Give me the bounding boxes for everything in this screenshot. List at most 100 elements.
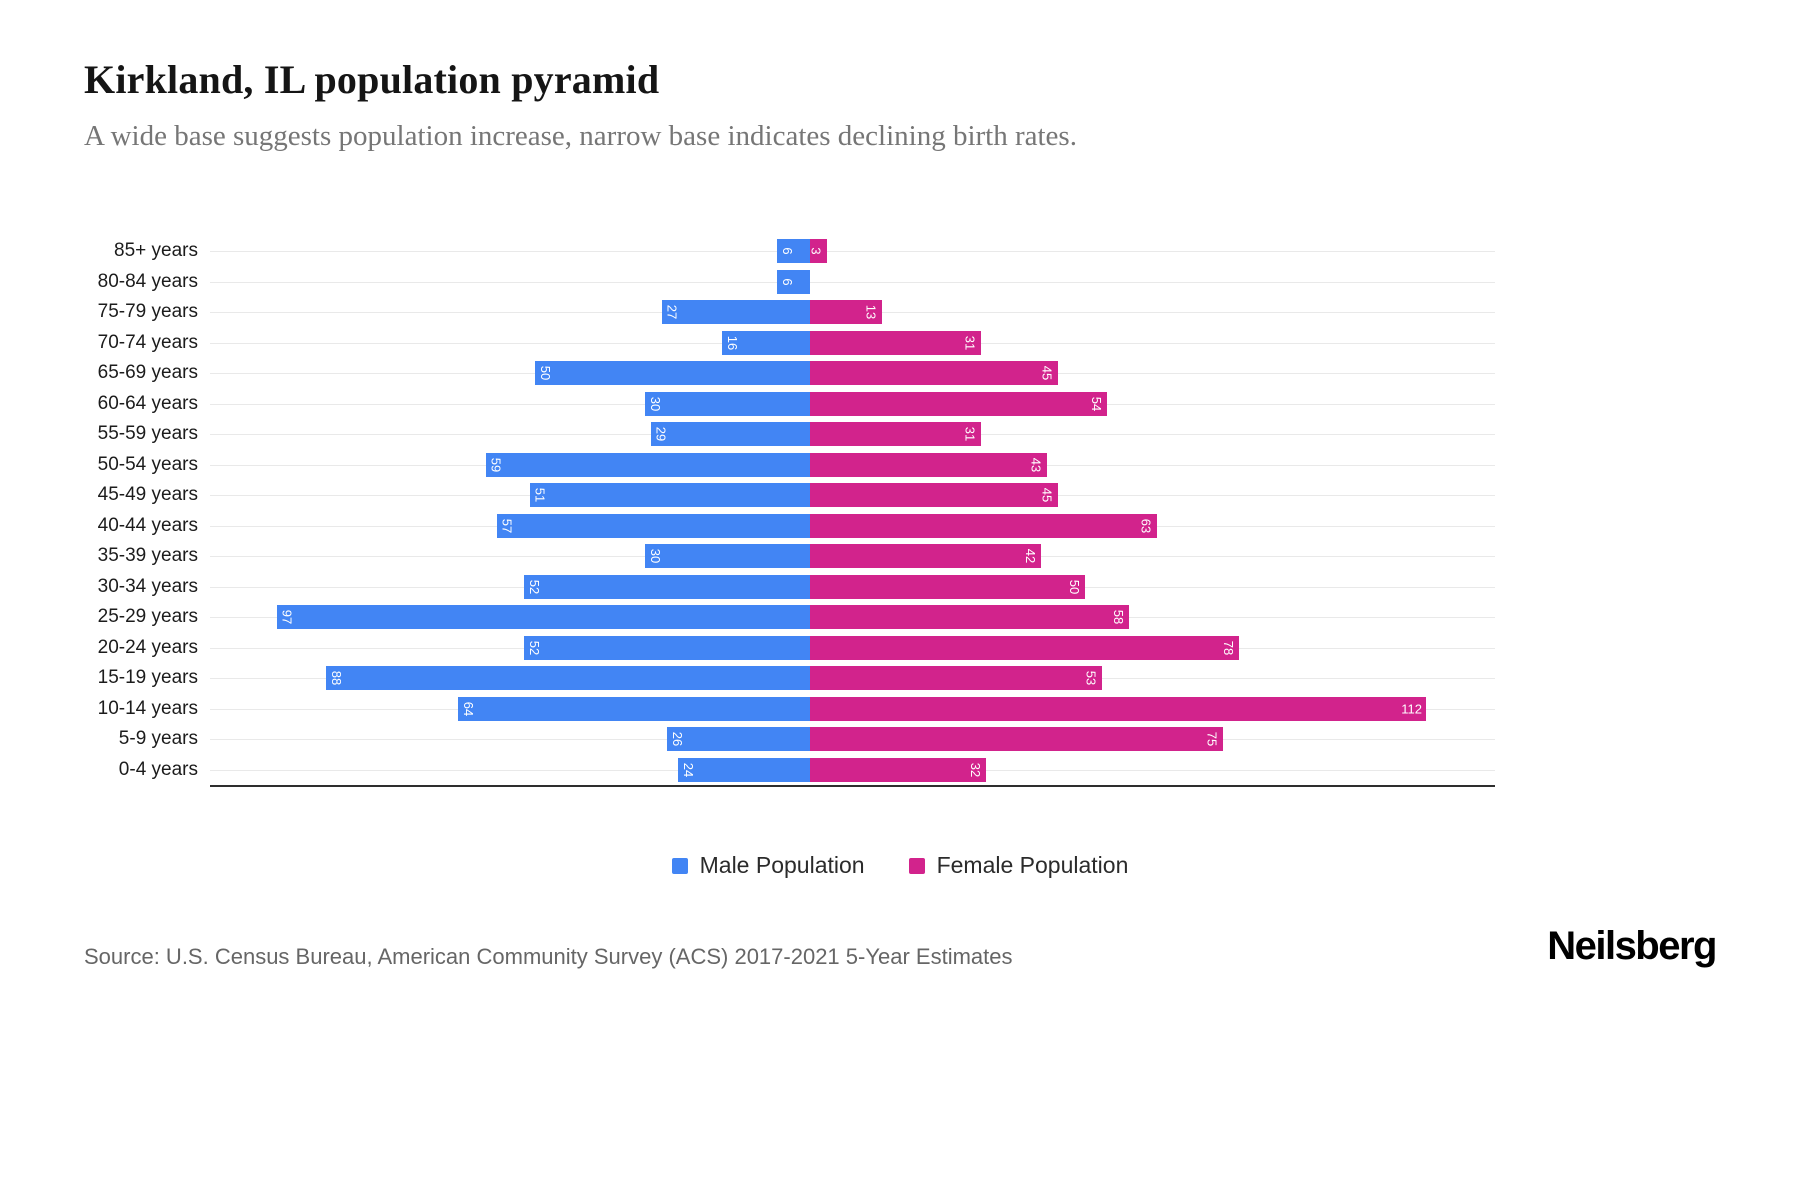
male-bar: 26 [667, 727, 810, 752]
x-axis-line [210, 785, 1495, 787]
female-bar: 112 [810, 696, 1426, 721]
neilsberg-logo: Neilsberg [1547, 924, 1717, 968]
bar-value-label: 30 [648, 396, 663, 411]
bar-area: 64 112 [210, 694, 1495, 725]
bar-area: 29 31 [210, 419, 1495, 450]
bar-value-label: 32 [968, 762, 983, 777]
bar-area: 57 63 [210, 511, 1495, 542]
chart-row: 10-14 years 64 112 [84, 694, 1495, 725]
chart-row: 85+ years 6 3 [84, 236, 1495, 267]
chart-row: 50-54 years 59 43 [84, 450, 1495, 481]
bar-area: 50 45 [210, 358, 1495, 389]
bar-value-label: 59 [488, 457, 504, 472]
bar-value-label: 27 [664, 305, 680, 320]
male-bar: 6 [777, 269, 810, 294]
bar-value-label: 64 [461, 701, 476, 716]
female-bar: 53 [810, 666, 1102, 691]
male-bar: 30 [645, 391, 810, 416]
page-title: Kirkland, IL population pyramid [84, 57, 660, 102]
bar-area: 30 42 [210, 541, 1495, 572]
female-bar: 50 [810, 574, 1085, 599]
female-swatch-icon [908, 857, 925, 874]
legend-male-label: Male Population [699, 852, 865, 878]
bar-value-label: 58 [1111, 610, 1126, 625]
female-bar: 45 [810, 361, 1058, 386]
bar-value-label: 3 [808, 247, 824, 255]
bar-value-label: 16 [725, 335, 740, 350]
population-pyramid-chart: 85+ years 6 3 80-84 years 6 75-79 years 27 13 70… [84, 236, 1495, 787]
bar-area: 30 54 [210, 389, 1495, 420]
legend: Male Population Female Population [0, 852, 1800, 879]
bar-value-label: 43 [1028, 457, 1044, 472]
bar-value-label: 53 [1083, 671, 1099, 686]
bar-value-label: 24 [681, 762, 696, 777]
female-bar: 54 [810, 391, 1107, 416]
age-label: 55-59 years [97, 423, 198, 445]
female-bar: 78 [810, 635, 1239, 660]
bar-value-label: 52 [527, 640, 542, 655]
chart-row: 70-74 years 16 31 [84, 328, 1495, 359]
bar-area: 16 31 [210, 328, 1495, 359]
chart-row: 5-9 years 26 75 [84, 724, 1495, 755]
male-bar: 29 [650, 422, 810, 447]
age-label: 20-24 years [97, 636, 198, 658]
chart-row: 60-64 years 30 54 [84, 389, 1495, 420]
bar-value-label: 31 [962, 335, 978, 350]
bar-value-label: 29 [653, 427, 669, 442]
bar-value-label: 42 [1023, 549, 1038, 564]
age-label: 15-19 years [97, 667, 198, 689]
female-bar: 45 [810, 483, 1058, 508]
bar-area: 52 50 [210, 572, 1495, 603]
male-bar: 50 [535, 361, 810, 386]
chart-row: 40-44 years 57 63 [84, 511, 1495, 542]
bar-value-label: 88 [329, 671, 344, 686]
age-label: 65-69 years [97, 362, 198, 384]
bar-value-label: 75 [1204, 732, 1220, 747]
male-bar: 52 [524, 635, 810, 660]
male-bar: 52 [524, 574, 810, 599]
bar-value-label: 63 [1138, 518, 1154, 533]
female-bar: 13 [810, 300, 882, 325]
female-bar: 63 [810, 513, 1157, 538]
female-bar: 42 [810, 544, 1041, 569]
male-bar: 6 [777, 239, 810, 264]
page-subtitle: A wide base suggests population increase… [84, 120, 1077, 152]
bar-area: 52 78 [210, 633, 1495, 664]
bar-value-label: 78 [1221, 640, 1236, 655]
age-label: 30-34 years [97, 575, 198, 597]
bar-value-label: 30 [648, 549, 663, 564]
chart-row: 25-29 years 97 58 [84, 602, 1495, 633]
male-swatch-icon [671, 857, 688, 874]
bar-area: 51 45 [210, 480, 1495, 511]
bar-value-label: 112 [1401, 701, 1422, 717]
bar-value-label: 97 [279, 610, 295, 625]
female-bar: 3 [808, 239, 827, 264]
bar-value-label: 6 [780, 247, 795, 255]
bar-area: 24 32 [210, 755, 1495, 786]
age-label: 50-54 years [97, 453, 198, 475]
bar-area: 26 75 [210, 724, 1495, 755]
bar-area: 88 53 [210, 663, 1495, 694]
bar-value-label: 57 [499, 518, 515, 533]
age-label: 45-49 years [97, 484, 198, 506]
age-label: 0-4 years [118, 758, 198, 780]
gridline [210, 251, 1495, 253]
age-label: 60-64 years [97, 392, 198, 414]
bar-area: 6 [210, 267, 1495, 298]
female-bar: 58 [810, 605, 1129, 630]
chart-row: 45-49 years 51 45 [84, 480, 1495, 511]
bar-value-label: 50 [1067, 579, 1082, 594]
bar-value-label: 45 [1039, 488, 1055, 503]
bar-area: 27 13 [210, 297, 1495, 328]
source-attribution: Source: U.S. Census Bureau, American Com… [84, 944, 1013, 969]
legend-item-female: Female Population [908, 852, 1128, 879]
bar-value-label: 31 [962, 427, 978, 442]
legend-item-male: Male Population [671, 852, 865, 879]
female-bar: 31 [810, 330, 981, 355]
age-label: 40-44 years [97, 514, 198, 536]
male-bar: 16 [722, 330, 810, 355]
bar-value-label: 50 [538, 366, 553, 381]
male-bar: 27 [661, 300, 810, 325]
female-bar: 32 [810, 757, 986, 782]
